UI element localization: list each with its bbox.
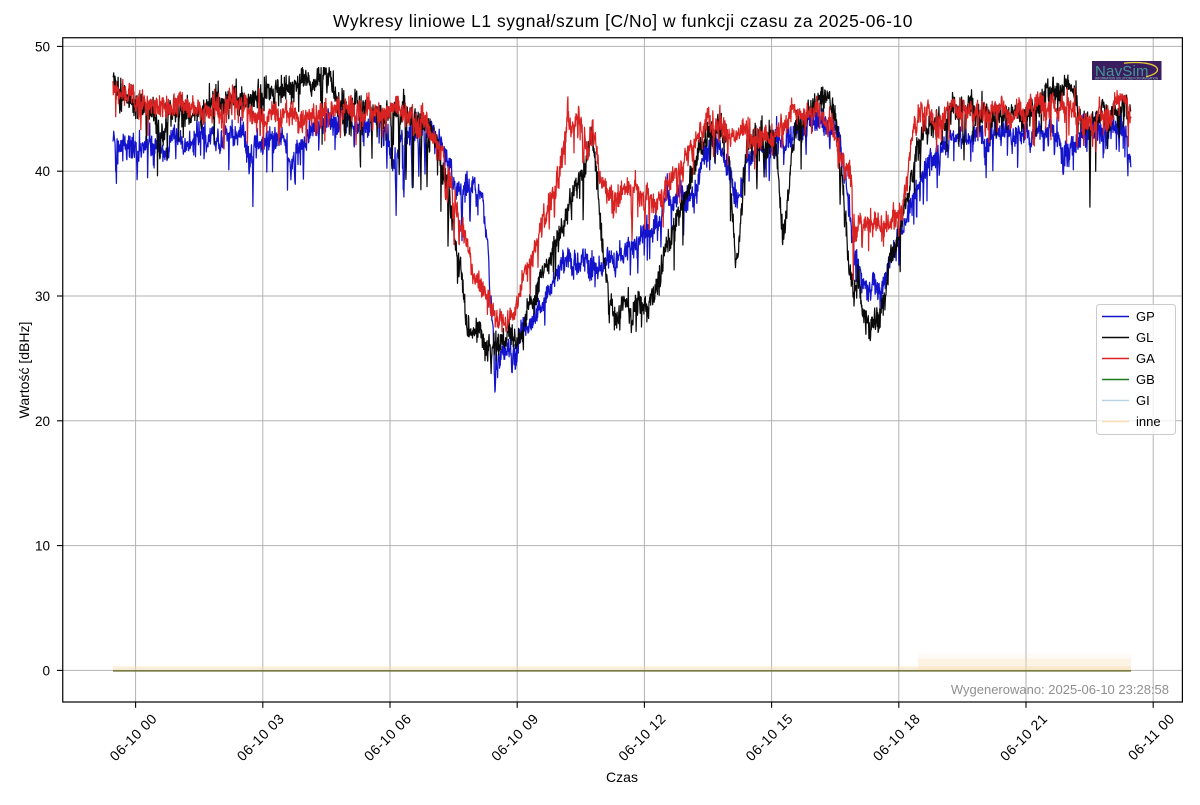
svg-text:40: 40 [35, 164, 50, 179]
svg-text:INFORMATION SOLUTIONS FOR NAVI: INFORMATION SOLUTIONS FOR NAVIGATION [1095, 77, 1159, 81]
svg-text:30: 30 [35, 289, 50, 304]
svg-text:NavSim: NavSim [1095, 63, 1149, 80]
svg-text:Wykresy liniowe L1 sygnał/szum: Wykresy liniowe L1 sygnał/szum [C/No] w … [333, 11, 913, 31]
svg-text:10: 10 [35, 539, 50, 554]
svg-text:inne: inne [1136, 414, 1161, 429]
svg-text:50: 50 [35, 39, 50, 54]
svg-text:GA: GA [1136, 351, 1155, 366]
svg-text:GI: GI [1136, 393, 1150, 408]
svg-text:20: 20 [35, 414, 50, 429]
svg-text:GB: GB [1136, 372, 1155, 387]
svg-text:Wygenerowano: 2025-06-10 23:28: Wygenerowano: 2025-06-10 23:28:58 [951, 682, 1169, 697]
svg-text:Czas: Czas [606, 769, 638, 785]
svg-text:Wartość [dBHz]: Wartość [dBHz] [16, 322, 32, 419]
svg-text:GP: GP [1136, 309, 1155, 324]
svg-text:0: 0 [42, 663, 50, 678]
svg-text:GL: GL [1136, 330, 1153, 345]
